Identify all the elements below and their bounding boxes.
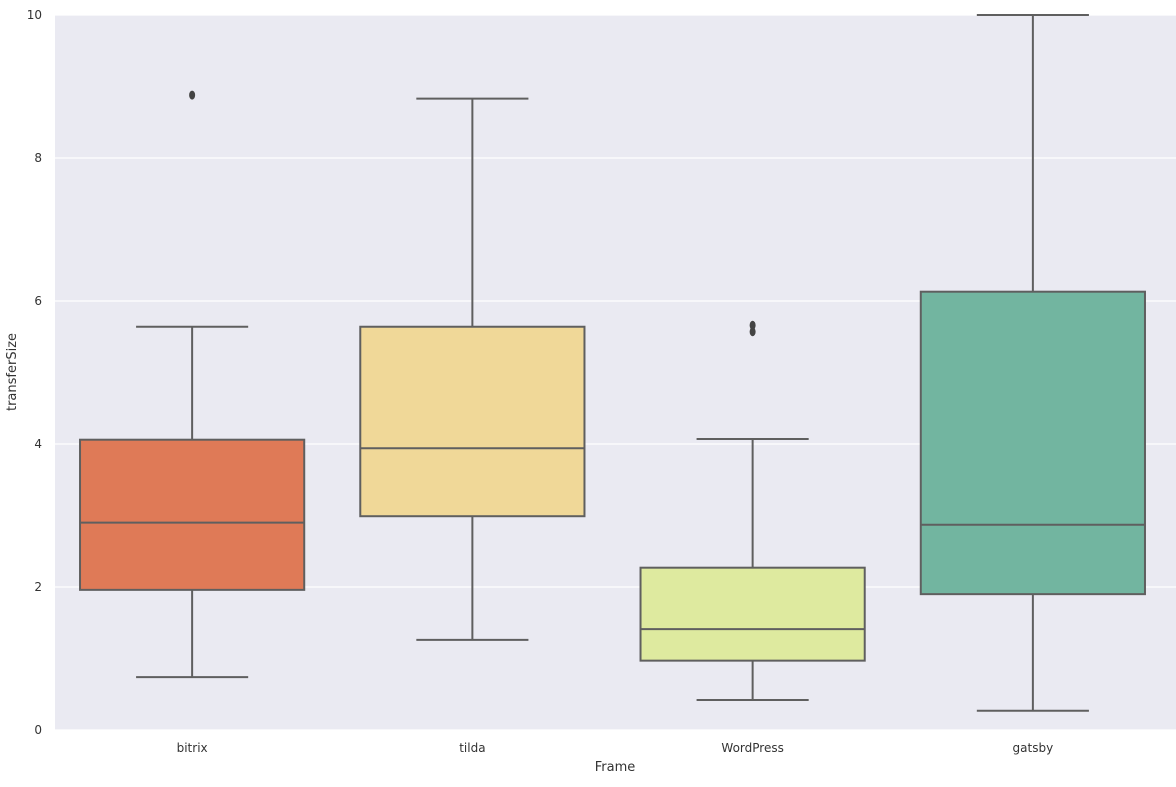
outlier-point [189,90,196,100]
y-axis-label: transferSize [5,333,20,411]
y-tick-label: 4 [34,437,42,451]
box-bitrix [79,90,306,679]
y-tick-label: 6 [34,294,42,308]
box-iqr [639,566,866,662]
y-tick-label: 8 [34,151,42,165]
y-tick-label: 10 [27,8,42,22]
outlier-point [749,327,756,337]
box-iqr [919,290,1146,596]
y-tick-label: 0 [34,723,42,737]
box-gatsby [919,14,1146,712]
x-tick-label: bitrix [177,741,208,755]
box-WordPress [639,320,866,701]
x-tick-label: WordPress [721,741,783,755]
box-iqr [359,325,586,518]
box-tilda [359,97,586,641]
box-iqr [79,438,306,591]
x-tick-label: tilda [459,741,485,755]
y-tick-label: 2 [34,580,42,594]
x-axis-label: Frame [595,760,636,775]
x-tick-label: gatsby [1013,741,1054,755]
outlier-point [749,320,756,330]
